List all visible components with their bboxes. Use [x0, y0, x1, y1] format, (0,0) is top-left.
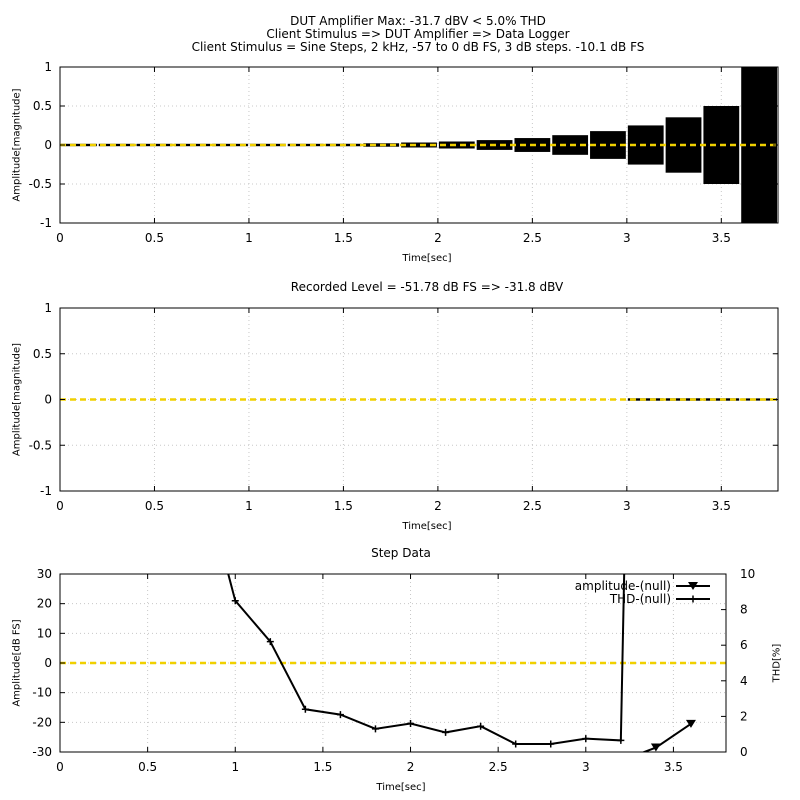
series-line-thd: [227, 574, 626, 745]
x-axis-label: Time[sec]: [401, 253, 451, 264]
y2-axis-label: THD[%]: [772, 644, 783, 684]
x-tick-label: 0: [56, 231, 64, 245]
x-tick-label: 1.5: [334, 231, 353, 245]
x-tick-label: 1: [245, 499, 253, 513]
signal-burst: [590, 131, 626, 159]
y-tick-label: 1: [44, 301, 52, 315]
amplitude-point: [616, 757, 626, 765]
thd-point: [231, 597, 239, 605]
legend-marker-amplitude: [688, 582, 698, 590]
thd-point: [336, 711, 344, 719]
amplitude-point: [650, 743, 661, 752]
x-tick-label: 3: [582, 760, 590, 774]
figure-title-line-2: Client Stimulus => DUT Amplifier => Data…: [266, 27, 569, 41]
thd-point: [371, 725, 379, 733]
x-tick-label: 0.5: [145, 231, 164, 245]
x-tick-label: 0.5: [145, 499, 164, 513]
y2-tick-label: 0: [740, 745, 748, 759]
panel-recorded-waveform: Recorded Level = -51.78 dB FS => -31.8 d…: [12, 280, 779, 532]
thd-point: [582, 735, 590, 743]
x-tick-label: 2.5: [523, 231, 542, 245]
series-line-amplitude: [641, 722, 692, 752]
y-axis-label: Amplitude[magnitude]: [12, 343, 23, 456]
y-tick-label: -20: [32, 715, 52, 729]
thd-point: [197, 464, 204, 471]
y-tick-label: 1: [44, 60, 52, 74]
x-tick-label: 2: [407, 760, 415, 774]
x-tick-label: 3: [623, 231, 631, 245]
panel-title: Recorded Level = -51.78 dB FS => -31.8 d…: [291, 280, 564, 294]
x-axis-label: Time[sec]: [375, 782, 425, 793]
x-tick-label: 3.5: [664, 760, 683, 774]
x-tick-label: 2: [434, 231, 442, 245]
y-tick-label: 20: [37, 597, 52, 611]
signal-burst: [249, 143, 286, 147]
legend-marker-thd: [689, 595, 697, 603]
x-tick-label: 1.5: [334, 499, 353, 513]
y-tick-label: 0.5: [33, 347, 52, 361]
legend-label-amplitude: amplitude-(null): [575, 579, 671, 593]
legend-label-thd: THD-(null): [609, 592, 671, 606]
x-tick-label: 0: [56, 499, 64, 513]
figure-title-line-3: Client Stimulus = Sine Steps, 2 kHz, -57…: [192, 40, 645, 54]
x-tick-label: 2: [434, 499, 442, 513]
y-tick-label: -10: [32, 686, 52, 700]
x-tick-label: 2.5: [489, 760, 508, 774]
x-tick-label: 3: [623, 499, 631, 513]
x-tick-label: 0.5: [138, 760, 157, 774]
y-tick-label: 30: [37, 567, 52, 581]
panel-step-data: Step Data 0 0.5 1 1.5 2 2.5 3 3.53020100-10-20-…: [12, 464, 783, 793]
x-tick-label: 1: [245, 231, 253, 245]
thd-point: [301, 705, 309, 713]
y-axis-label: Amplitude[dB FS]: [12, 619, 23, 706]
y2-tick-label: 2: [740, 709, 748, 723]
figure-title-line-1: DUT Amplifier Max: -31.7 dBV < 5.0% THD: [290, 14, 546, 28]
panel-title: Step Data: [371, 546, 431, 560]
x-tick-label: 1.5: [313, 760, 332, 774]
thd-point: [617, 736, 625, 744]
signal-burst: [98, 143, 135, 147]
y2-tick-label: 6: [740, 638, 748, 652]
thd-point: [266, 638, 274, 646]
y2-tick-label: 4: [740, 674, 748, 688]
y-tick-label: 0: [44, 393, 52, 407]
x-axis-label: Time[sec]: [401, 521, 451, 532]
x-tick-label: 1: [231, 760, 239, 774]
x-tick-label: 3.5: [712, 499, 731, 513]
x-tick-label: 3.5: [712, 231, 731, 245]
thd-point: [477, 722, 485, 730]
thd-point: [442, 728, 450, 736]
y-tick-label: -0.5: [29, 177, 52, 191]
y2-tick-label: 10: [740, 567, 755, 581]
x-tick-label: 0: [56, 760, 64, 774]
signal-burst: [438, 141, 475, 149]
y-tick-label: 10: [37, 626, 52, 640]
y-tick-label: 0: [44, 656, 52, 670]
thd-point: [621, 562, 628, 569]
y-tick-label: -1: [40, 216, 52, 230]
amplitude-point: [685, 719, 696, 728]
series-group: [197, 464, 696, 765]
y-tick-label: 0.5: [33, 99, 52, 113]
thd-point: [407, 720, 415, 728]
signal-burst: [401, 142, 437, 148]
panel-stimulus-waveform: 0 0.5 1 1.5 2 2.5 3 3.5 1 0.5 0 -0.5 -1 Time[sec] Am…: [12, 60, 779, 264]
y-tick-label: -0.5: [29, 438, 52, 452]
y-tick-label: -1: [40, 484, 52, 498]
legend: amplitude-(null) THD-(null): [575, 579, 710, 606]
y2-tick-label: 8: [740, 603, 748, 617]
y-axis-label: Amplitude[magnitude]: [12, 88, 23, 201]
y-tick-label: 0: [44, 138, 52, 152]
thd-point: [547, 740, 555, 748]
signal-burst: [61, 143, 97, 147]
x-tick-label: 2.5: [523, 499, 542, 513]
y-tick-label: -30: [32, 745, 52, 759]
signal-burst: [741, 398, 777, 401]
thd-point: [512, 740, 520, 748]
